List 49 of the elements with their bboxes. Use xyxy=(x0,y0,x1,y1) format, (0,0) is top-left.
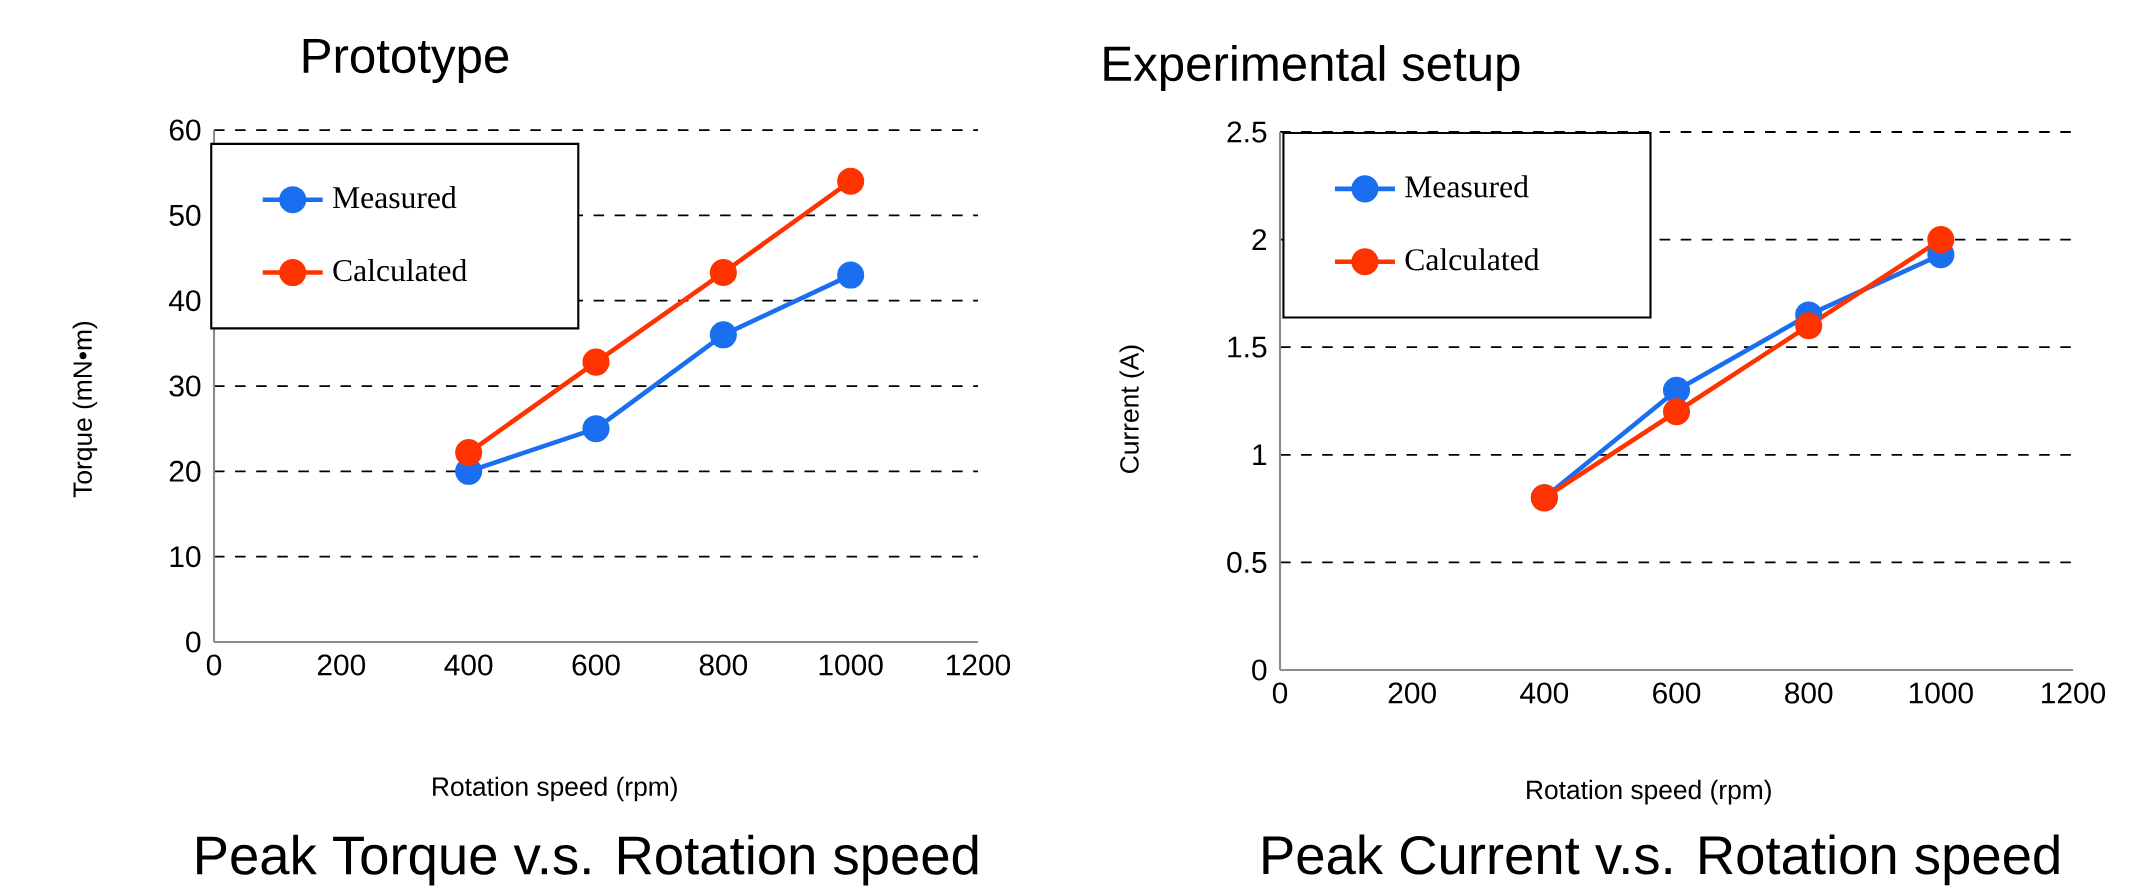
x-tick-label: 400 xyxy=(444,654,493,676)
y-axis-title: Torque (mN•m) xyxy=(72,321,98,498)
chart-subtitle: Prototype xyxy=(303,38,509,83)
legend-label: Measured xyxy=(1405,175,1529,198)
point xyxy=(837,167,865,195)
x-tick-label: 200 xyxy=(317,654,366,676)
text: Peak Current v.s. Rotation speed xyxy=(1263,834,2059,886)
x-tick-label: 800 xyxy=(699,654,748,676)
y-tick-label: 10 xyxy=(170,546,201,568)
y-tick-label: 1 xyxy=(1253,444,1267,466)
point xyxy=(709,321,737,349)
x-tick-label: 400 xyxy=(1520,682,1569,704)
point xyxy=(582,415,610,443)
x-tick-label: 600 xyxy=(1653,682,1701,704)
y-tick-label: 1.5 xyxy=(1228,336,1267,358)
y-tick-label: 20 xyxy=(169,460,201,482)
y-tick-label: 2.5 xyxy=(1227,121,1267,143)
point xyxy=(1795,312,1823,340)
y-tick-label: 0 xyxy=(186,631,201,653)
y-tick-label: 2 xyxy=(1252,229,1267,251)
x-tick-label: 1000 xyxy=(1909,682,1973,704)
point xyxy=(455,439,483,467)
legend-label: Measured xyxy=(332,186,457,209)
point xyxy=(582,348,610,376)
x-axis-title: Rotation speed (rpm) xyxy=(433,776,677,802)
chart-subtitle: Experimental setup xyxy=(1104,45,1520,91)
y-tick-label: 30 xyxy=(169,375,201,397)
x-tick-label: 1200 xyxy=(947,654,1011,676)
x-tick-label: 1200 xyxy=(2042,682,2106,704)
point xyxy=(1662,376,1691,404)
point xyxy=(1927,226,1955,254)
y-axis-title: Current (A) xyxy=(1119,345,1145,473)
point xyxy=(709,258,737,287)
y-tick-label: 50 xyxy=(169,204,201,226)
y-tick-label: 60 xyxy=(169,119,201,141)
x-tick-label: 0 xyxy=(206,654,222,676)
x-tick-label: 800 xyxy=(1785,682,1833,704)
legend-label: Calculated xyxy=(1405,248,1540,271)
legend-label: Calculated xyxy=(333,258,467,282)
x-tick-label: 600 xyxy=(572,654,620,676)
x-tick-label: 200 xyxy=(1388,682,1436,704)
y-tick-label: 0.5 xyxy=(1227,551,1267,573)
x-tick-label: 0 xyxy=(1272,682,1288,704)
text: Peak Torque v.s. Rotation speed xyxy=(197,834,978,886)
point xyxy=(837,261,865,289)
x-tick-label: 1000 xyxy=(819,654,883,676)
x-axis-title: Rotation speed (rpm) xyxy=(1527,779,1771,805)
point xyxy=(1662,398,1691,426)
y-tick-label: 40 xyxy=(169,290,201,312)
